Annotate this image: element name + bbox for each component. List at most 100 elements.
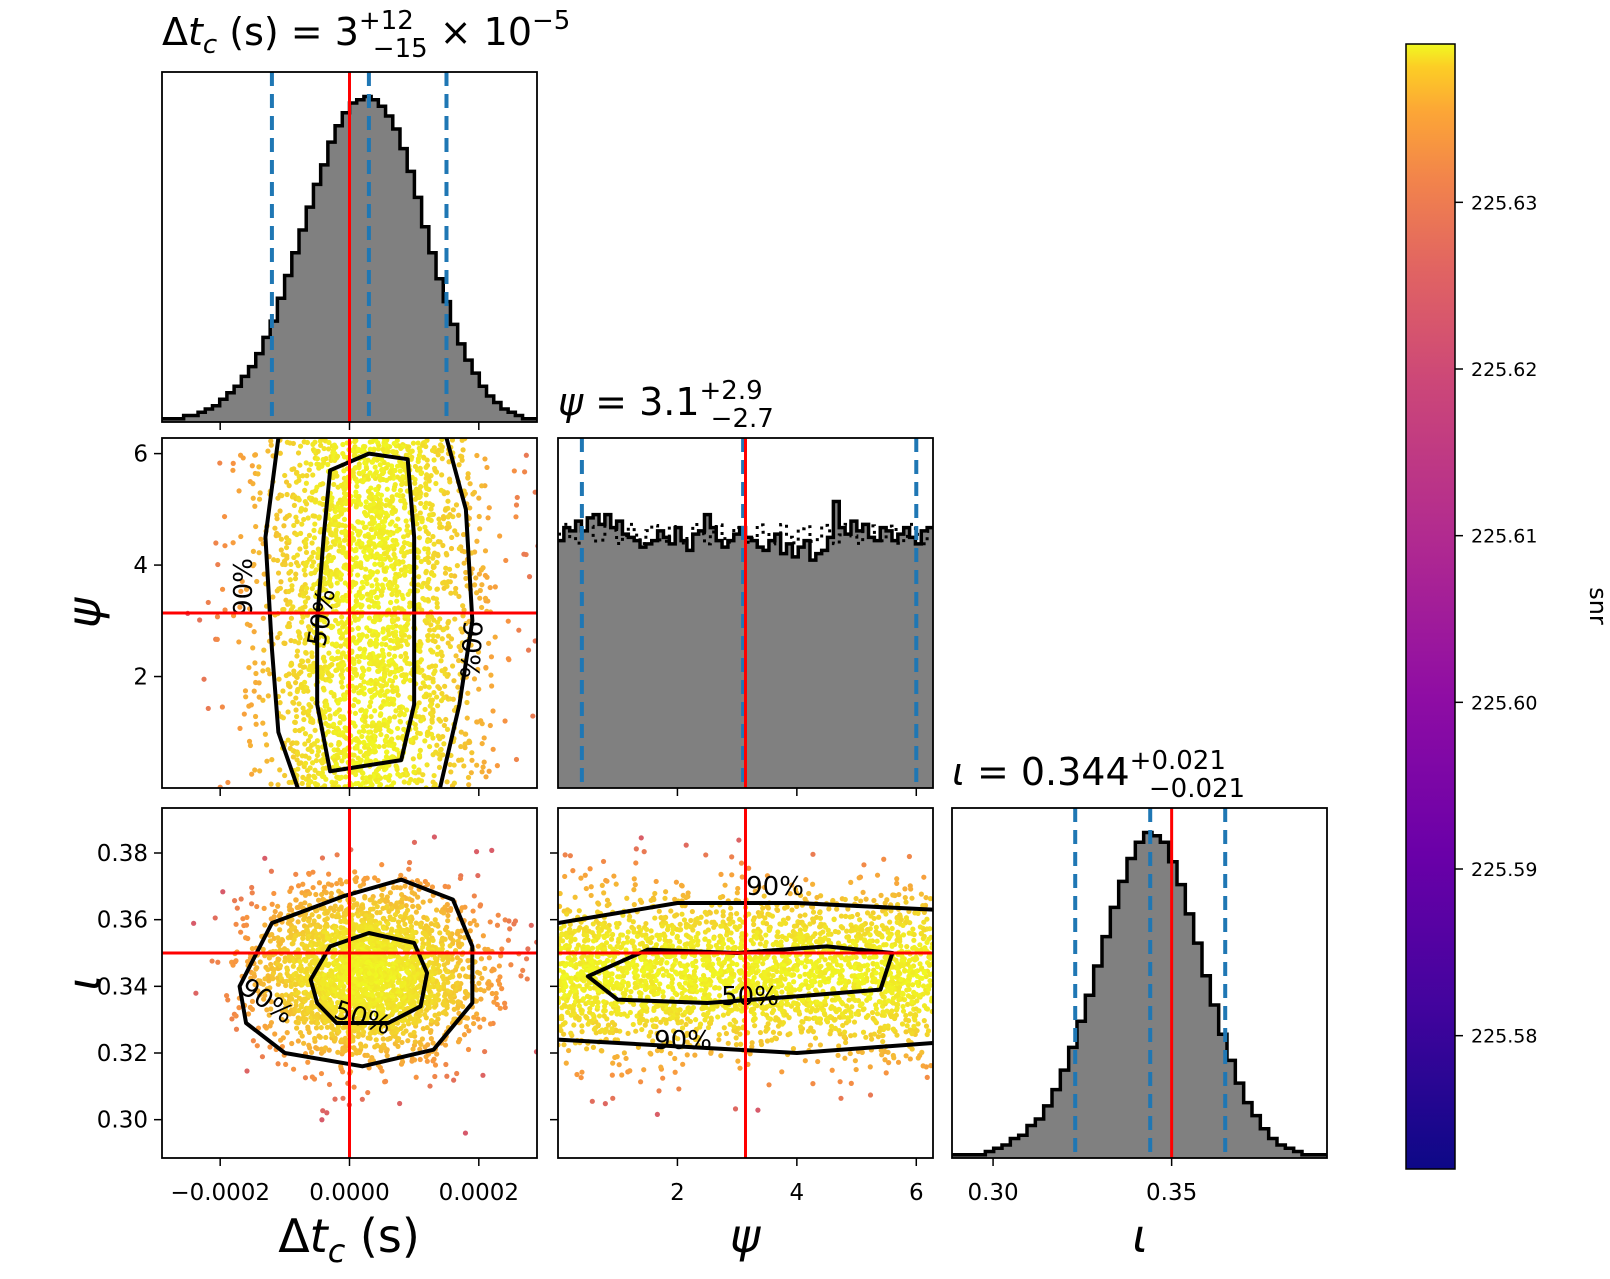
- scatter-point: [440, 1010, 446, 1016]
- scatter-point: [386, 908, 392, 915]
- scatter-point: [399, 1059, 406, 1065]
- scatter-point: [359, 707, 365, 713]
- scatter-point: [338, 774, 345, 780]
- scatter-point: [462, 731, 468, 737]
- scatter-point: [333, 780, 339, 786]
- scatter-point: [445, 907, 451, 913]
- scatter-point: [302, 487, 308, 493]
- scatter-point: [267, 671, 273, 677]
- scatter-point: [444, 525, 450, 531]
- scatter-point: [456, 757, 462, 763]
- scatter-point: [411, 1029, 417, 1036]
- scatter-point: [318, 1070, 325, 1077]
- scatter-point: [322, 783, 328, 788]
- scatter-point: [445, 912, 451, 919]
- scatter-point: [293, 871, 299, 877]
- scatter-point: [432, 955, 439, 961]
- scatter-point: [384, 535, 390, 541]
- scatter-point: [369, 459, 375, 465]
- scatter-point: [395, 735, 401, 741]
- scatter-point: [380, 905, 386, 911]
- scatter-point: [284, 491, 290, 498]
- scatter-point: [309, 696, 315, 702]
- scatter-point: [294, 1025, 300, 1031]
- scatter-point: [505, 656, 511, 662]
- scatter-point: [457, 1036, 463, 1043]
- scatter-point: [425, 637, 431, 643]
- scatter-point: [262, 855, 268, 861]
- scatter-point: [417, 510, 423, 516]
- scatter-point: [340, 441, 346, 448]
- scatter-point: [480, 764, 486, 770]
- scatter-point: [401, 553, 407, 559]
- scatter-point: [413, 1074, 419, 1080]
- scatter-point: [460, 531, 467, 538]
- scatter-point: [496, 963, 502, 969]
- scatter-point: [359, 602, 365, 608]
- scatter-point: [366, 615, 372, 621]
- scatter-point: [423, 492, 429, 498]
- scatter-point: [414, 521, 420, 527]
- scatter-point: [383, 641, 389, 648]
- scatter-point: [445, 579, 451, 585]
- scatter-point: [469, 757, 475, 763]
- scatter-point: [514, 494, 520, 501]
- scatter-point: [377, 712, 383, 718]
- scatter-point: [424, 538, 431, 544]
- scatter-point: [429, 884, 436, 890]
- scatter-point: [528, 922, 534, 928]
- scatter-point: [314, 1020, 321, 1026]
- scatter-point: [342, 537, 349, 543]
- scatter-point: [439, 942, 445, 948]
- scatter-point: [429, 447, 436, 454]
- scatter-point: [293, 707, 299, 713]
- scatter-point: [399, 592, 405, 598]
- scatter-point: [445, 520, 451, 527]
- scatter-point: [297, 443, 304, 449]
- scatter-point: [277, 585, 283, 591]
- scatter-point: [475, 872, 481, 879]
- scatter-point: [362, 719, 368, 725]
- scatter-point: [482, 595, 489, 601]
- scatter-point: [351, 1084, 357, 1090]
- scatter-point: [490, 746, 496, 752]
- scatter-point: [375, 604, 382, 610]
- scatter-point: [378, 676, 384, 682]
- scatter-point: [356, 729, 362, 735]
- scatter-point: [308, 461, 314, 467]
- scatter-point: [490, 708, 496, 714]
- scatter-point: [364, 591, 370, 597]
- scatter-point: [403, 1028, 409, 1034]
- scatter-point: [387, 644, 393, 651]
- scatter-point: [327, 575, 333, 581]
- scatter-point: [451, 1016, 457, 1022]
- scatter-point: [296, 701, 302, 707]
- scatter-point: [304, 439, 311, 446]
- scatter-point: [337, 655, 344, 661]
- scatter-point: [324, 910, 330, 916]
- scatter-point: [303, 536, 309, 543]
- scatter-point: [299, 619, 305, 625]
- scatter-point: [379, 862, 385, 868]
- scatter-point: [388, 783, 395, 788]
- scatter-point: [313, 1025, 320, 1031]
- scatter-point: [466, 1028, 472, 1034]
- scatter-point: [274, 557, 281, 564]
- scatter-point: [233, 1026, 240, 1032]
- scatter-point: [474, 719, 480, 725]
- scatter-point: [323, 890, 329, 896]
- scatter-point: [465, 774, 472, 781]
- scatter-point: [489, 968, 495, 974]
- scatter-point: [366, 574, 372, 580]
- scatter-point: [312, 774, 318, 781]
- scatter-point: [367, 703, 373, 710]
- scatter-point: [268, 438, 274, 444]
- scatter-point: [360, 672, 366, 678]
- scatter-point: [416, 445, 422, 451]
- scatter-point: [295, 1020, 301, 1026]
- scatter-point: [260, 720, 266, 726]
- scatter-point: [431, 670, 437, 677]
- scatter-point: [291, 466, 297, 472]
- scatter-point: [259, 1054, 266, 1060]
- scatter-point: [197, 617, 203, 623]
